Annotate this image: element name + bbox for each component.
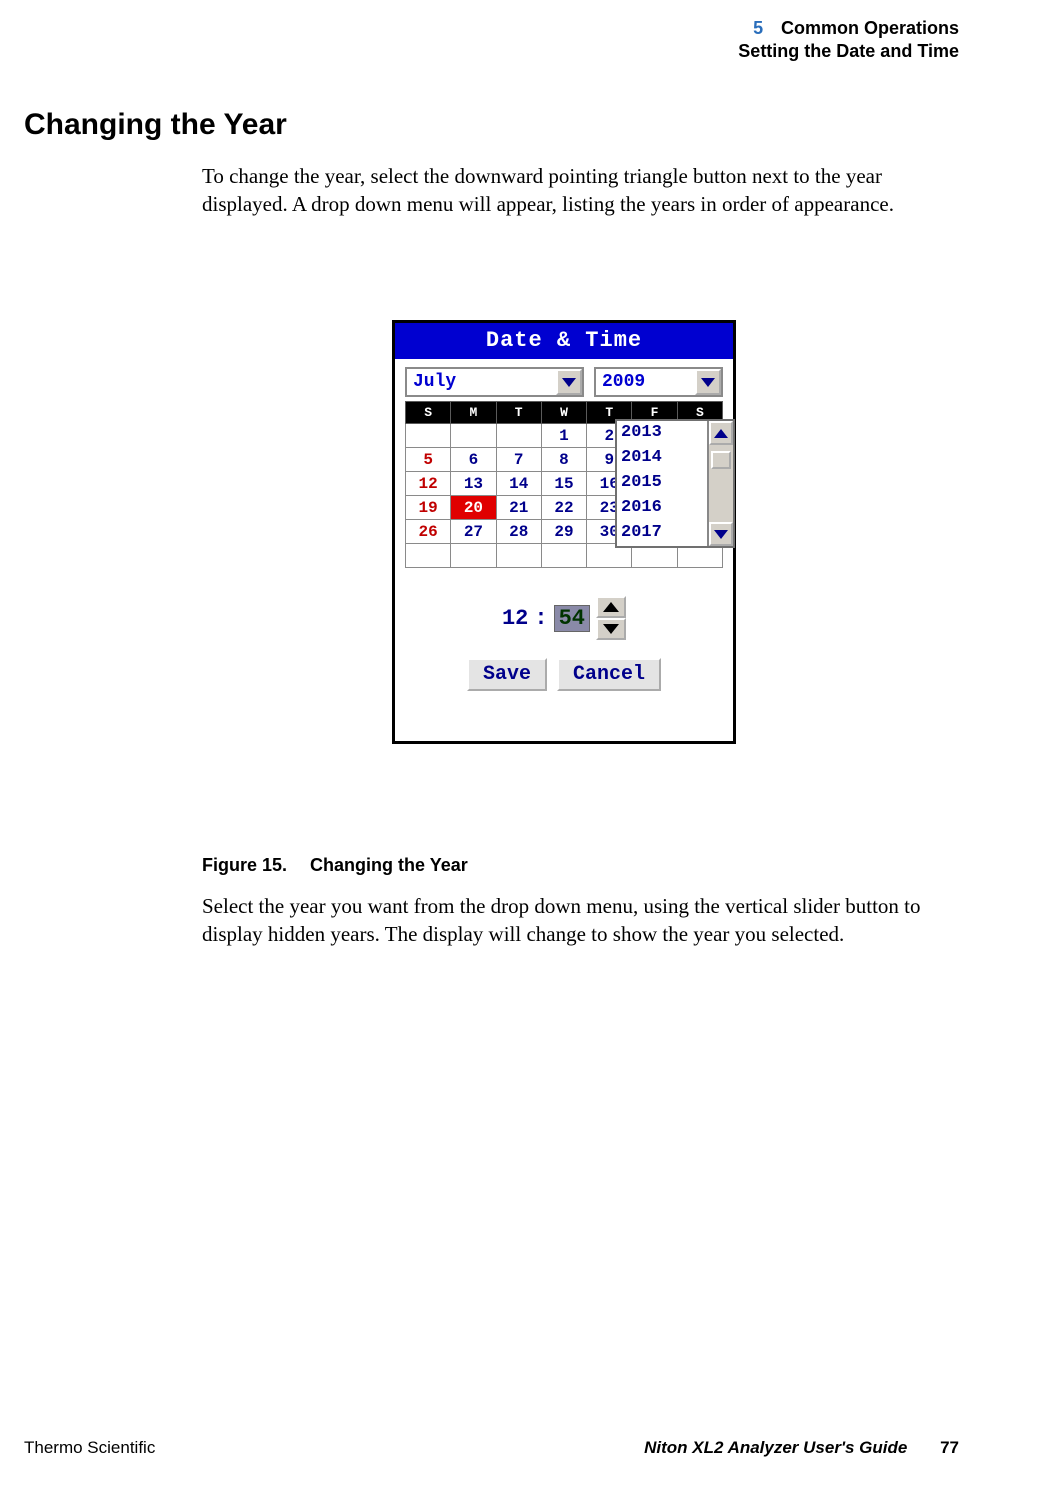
calendar-cell[interactable]: 8 xyxy=(541,448,586,472)
calendar-cell[interactable]: 20 xyxy=(451,496,496,520)
year-dropdown-button[interactable] xyxy=(695,369,721,395)
figure-label: Figure 15. xyxy=(202,855,287,875)
time-spinner[interactable] xyxy=(596,596,626,640)
calendar-day-header: S xyxy=(406,402,451,424)
chapter-number: 5 xyxy=(753,18,763,38)
footer-guide-title: Niton XL2 Analyzer User's Guide xyxy=(644,1438,907,1457)
time-hour[interactable]: 12 xyxy=(502,606,528,631)
year-combo[interactable]: 2009 xyxy=(594,367,723,397)
calendar-cell[interactable]: 6 xyxy=(451,448,496,472)
dialog-title: Date & Time xyxy=(395,323,733,359)
figure-title: Changing the Year xyxy=(310,855,468,875)
calendar-day-header: T xyxy=(496,402,541,424)
chevron-down-icon xyxy=(714,530,728,539)
calendar-cell[interactable]: 26 xyxy=(406,520,451,544)
year-option[interactable]: 2013 xyxy=(617,421,707,446)
chevron-down-icon xyxy=(701,378,715,387)
page-title: Changing the Year xyxy=(24,108,287,142)
calendar-cell[interactable]: 28 xyxy=(496,520,541,544)
time-row: 12 : 54 xyxy=(395,596,733,640)
calendar-cell[interactable]: 19 xyxy=(406,496,451,520)
chevron-up-icon xyxy=(603,602,619,612)
time-down-button[interactable] xyxy=(596,618,626,640)
calendar-cell xyxy=(451,544,496,568)
save-button[interactable]: Save xyxy=(467,658,547,691)
year-value: 2009 xyxy=(596,372,695,392)
chevron-up-icon xyxy=(714,429,728,438)
calendar-cell[interactable]: 22 xyxy=(541,496,586,520)
calendar-cell[interactable]: 1 xyxy=(541,424,586,448)
footer-left: Thermo Scientific xyxy=(24,1438,155,1457)
footer-page-number: 77 xyxy=(940,1438,959,1457)
time-colon: : xyxy=(534,606,547,631)
calendar-cell[interactable]: 12 xyxy=(406,472,451,496)
chevron-down-icon xyxy=(562,378,576,387)
chapter-title: Common Operations xyxy=(781,18,959,38)
scroll-thumb[interactable] xyxy=(711,451,731,469)
scroll-track[interactable] xyxy=(709,445,733,522)
year-option[interactable]: 2017 xyxy=(617,521,707,546)
figure-caption: Figure 15. Changing the Year xyxy=(202,855,468,876)
year-option[interactable]: 2014 xyxy=(617,446,707,471)
calendar-cell[interactable]: 5 xyxy=(406,448,451,472)
time-up-button[interactable] xyxy=(596,596,626,618)
calendar-day-header: M xyxy=(451,402,496,424)
calendar-cell[interactable]: 7 xyxy=(496,448,541,472)
calendar-cell[interactable]: 13 xyxy=(451,472,496,496)
scroll-down-button[interactable] xyxy=(709,522,733,546)
calendar-cell xyxy=(496,424,541,448)
calendar-cell[interactable]: 29 xyxy=(541,520,586,544)
year-dropdown-list[interactable]: 20132014201520162017 xyxy=(615,419,735,548)
chevron-down-icon xyxy=(603,624,619,634)
month-dropdown-button[interactable] xyxy=(556,369,582,395)
calendar-cell[interactable]: 14 xyxy=(496,472,541,496)
calendar-cell xyxy=(496,544,541,568)
cancel-button[interactable]: Cancel xyxy=(557,658,661,691)
month-combo[interactable]: July xyxy=(405,367,584,397)
time-minute[interactable]: 54 xyxy=(554,605,590,632)
calendar-cell xyxy=(451,424,496,448)
year-option[interactable]: 2016 xyxy=(617,496,707,521)
year-option[interactable]: 2015 xyxy=(617,471,707,496)
calendar-cell[interactable]: 15 xyxy=(541,472,586,496)
intro-paragraph: To change the year, select the downward … xyxy=(202,162,962,219)
section-title: Setting the Date and Time xyxy=(738,41,959,62)
dropdown-scrollbar[interactable] xyxy=(707,421,733,546)
month-value: July xyxy=(407,372,556,392)
calendar-cell[interactable]: 21 xyxy=(496,496,541,520)
page-footer: Thermo Scientific Niton XL2 Analyzer Use… xyxy=(24,1438,959,1458)
page-header: 5 Common Operations Setting the Date and… xyxy=(738,18,959,62)
body-paragraph: Select the year you want from the drop d… xyxy=(202,892,962,949)
device-screenshot: Date & Time July 2009 SMTWTFS 1234567891… xyxy=(392,320,736,744)
calendar-cell xyxy=(406,424,451,448)
calendar-cell[interactable]: 27 xyxy=(451,520,496,544)
calendar-cell xyxy=(406,544,451,568)
calendar-day-header: W xyxy=(541,402,586,424)
calendar-cell xyxy=(541,544,586,568)
scroll-up-button[interactable] xyxy=(709,421,733,445)
